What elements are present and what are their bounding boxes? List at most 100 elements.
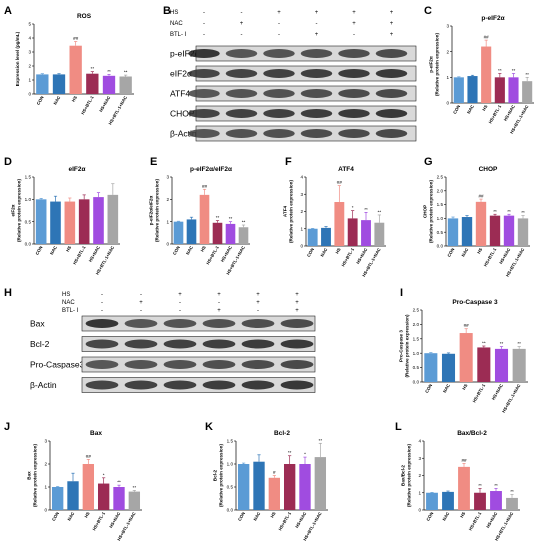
y-tick-label: 2	[28, 64, 31, 69]
band-signal	[241, 380, 275, 390]
chart-title: CHOP	[479, 166, 498, 173]
y-axis-label-line: p-eIF2α/eIF2α	[149, 196, 154, 226]
significance-mark: ##	[86, 454, 92, 459]
band-signal	[338, 129, 370, 138]
band-signal	[188, 49, 220, 58]
bar	[212, 222, 223, 244]
panel-label-j: J	[4, 421, 10, 433]
y-tick-label: 0	[418, 508, 421, 513]
band-signal	[202, 319, 236, 328]
chart-a: ROS 0 1 2 3 4 5 Expression level (pg/mL) CON NAC #…	[15, 13, 134, 126]
bar	[97, 483, 110, 510]
bar	[489, 215, 501, 246]
band-signal	[241, 360, 275, 369]
band-signal	[124, 319, 158, 328]
significance-mark: **	[493, 209, 497, 214]
y-tick-label: 5	[28, 22, 31, 27]
y-axis-label-line: Expression level (pg/mL)	[15, 31, 20, 86]
y-tick-label: 2	[418, 473, 421, 478]
x-category-label: NAC	[49, 245, 58, 256]
significance-mark: **	[319, 438, 323, 443]
y-tick-label: 2	[300, 209, 303, 214]
bar	[107, 194, 119, 244]
y-tick-label: 2.0	[437, 188, 444, 193]
bar	[490, 491, 502, 510]
significance-mark: **	[288, 450, 292, 455]
chart-title: ROS	[77, 13, 92, 20]
y-tick-label: 1.5	[437, 202, 444, 207]
treatment-mark: +	[256, 292, 260, 298]
y-axis-label-line: (Relative protein expression)	[289, 180, 294, 244]
significance-mark: **	[378, 209, 382, 214]
bar	[283, 464, 296, 510]
bar	[512, 348, 526, 382]
x-category-label: CON	[51, 511, 60, 522]
x-category-label: HS+NAC	[491, 383, 504, 401]
band-signal	[225, 49, 258, 58]
significance-mark: **	[494, 483, 498, 488]
treatment-mark: +	[139, 300, 143, 306]
treatment-mark: -	[140, 308, 142, 314]
y-tick-label: 2.5	[437, 175, 444, 180]
band-signal	[300, 109, 333, 118]
bar	[426, 492, 438, 510]
y-tick-label: 4	[300, 175, 303, 180]
x-category-label: HS+BTL-1+NAC	[107, 95, 128, 126]
x-category-label: HS+BTL-1	[205, 244, 220, 265]
x-category-label: HS+BTL-1	[277, 510, 292, 531]
treatment-mark: -	[101, 292, 103, 298]
bar	[102, 75, 116, 94]
band-signal	[163, 319, 197, 328]
significance-mark: **	[478, 483, 482, 488]
y-axis-label-line: Bax/Bcl-2	[401, 465, 406, 486]
y-tick-label: 1.0	[437, 216, 444, 221]
treatment-mark: -	[241, 10, 243, 16]
band-label: Pro-Caspase3	[30, 360, 85, 370]
treatment-mark: -	[101, 308, 103, 314]
x-category-label: HS+NAC	[498, 247, 511, 265]
treatment-mark: -	[278, 32, 280, 38]
band-label: β-Actin	[170, 129, 197, 139]
bar	[461, 217, 473, 246]
band-signal	[263, 49, 295, 58]
bar	[119, 76, 132, 94]
x-category-label: CON	[237, 511, 246, 522]
y-tick-label: 0.5	[25, 219, 32, 224]
significance-mark: **	[216, 215, 220, 220]
band-signal	[124, 339, 158, 349]
significance-mark: #	[273, 470, 276, 475]
bar	[253, 461, 265, 510]
significance-mark: **	[517, 341, 521, 346]
y-tick-label: 0	[300, 244, 303, 249]
y-tick-label: 1	[446, 75, 449, 80]
treatment-mark: -	[241, 32, 243, 38]
y-axis-label-line: (Relative protein expression)	[407, 444, 412, 508]
y-axis-label: Bax/Bcl-2(Relative protein expression)	[401, 444, 412, 508]
bar	[268, 477, 281, 510]
significance-mark: ##	[464, 323, 470, 328]
bar	[67, 481, 79, 510]
chart-title: ATF4	[338, 166, 354, 173]
band-signal	[188, 109, 220, 118]
x-category-label: HS+BTL-1	[80, 94, 95, 115]
band-label: Bax	[30, 319, 45, 329]
band-signal	[85, 319, 119, 328]
treatment-mark: -	[101, 300, 103, 306]
y-tick-label: 2.0	[413, 322, 420, 327]
band-signal	[263, 89, 295, 98]
treatment-mark: -	[203, 21, 205, 27]
y-axis-label-line: (Relative protein expression)	[429, 180, 434, 244]
x-category-label: HS+BTL-1+NAC	[501, 383, 522, 414]
band-signal	[375, 89, 408, 98]
x-category-label: HS+NAC	[294, 511, 307, 529]
y-axis-label-line: eIF2α	[11, 204, 16, 216]
band-signal	[225, 69, 258, 78]
x-category-label: HS+NAC	[485, 511, 498, 529]
band-signal	[263, 109, 295, 118]
bar	[52, 74, 66, 94]
y-axis-label-line: ATF4	[283, 205, 288, 217]
